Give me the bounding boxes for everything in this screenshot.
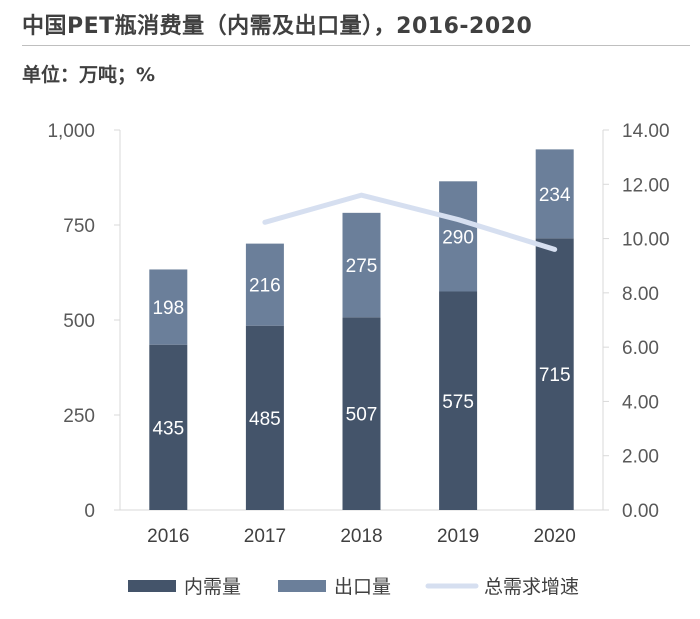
y-tick-label: 500 [63,311,95,332]
title-divider [22,45,690,46]
bar-domestic [245,325,284,510]
y2-tick-label: 14.00 [622,121,670,142]
x-category-label: 2019 [437,526,479,547]
x-category-label: 2020 [534,526,576,547]
bar-export [245,243,284,326]
chart-title: 中国PET瓶消费量（内需及出口量），2016-2020 [22,14,533,39]
x-category-label: 2017 [244,526,286,547]
y2-tick-label: 6.00 [622,338,659,359]
bar-value-label: 435 [152,418,184,439]
bar-value-label: 575 [442,392,474,413]
bar-value-label: 715 [539,365,571,386]
bar-value-label: 234 [539,185,571,206]
y-tick-label: 0 [84,501,95,522]
legend-export-swatch [278,580,326,592]
bar-value-label: 485 [249,409,281,430]
legend-growth-label: 总需求增速 [484,576,579,598]
legend-export-label: 出口量 [334,576,391,598]
y-tick-label: 250 [63,406,95,427]
y-tick-label: 1,000 [47,121,95,142]
bar-value-label: 507 [346,405,378,426]
y2-tick-label: 10.00 [622,230,670,251]
y2-tick-label: 8.00 [622,284,659,305]
bar-value-label: 275 [346,256,378,277]
bar-domestic [439,291,478,510]
x-category-label: 2016 [147,526,189,547]
x-category-label: 2018 [340,526,382,547]
y2-tick-label: 12.00 [622,175,670,196]
bar-export [535,149,574,239]
bar-export [439,181,478,292]
bar-value-label: 216 [249,276,281,297]
y2-tick-label: 0.00 [622,501,659,522]
legend-domestic-swatch [128,580,176,592]
bar-domestic [535,238,574,511]
y2-tick-label: 4.00 [622,392,659,413]
bar-domestic [342,317,381,510]
bar-export [149,269,188,345]
line-total-growth [262,192,558,252]
unit-label: 单位：万吨；% [22,64,156,86]
bar-export [342,212,381,318]
bar-domestic [149,344,188,510]
y-tick-label: 750 [63,216,95,237]
legend-domestic-label: 内需量 [184,576,241,598]
y2-tick-label: 2.00 [622,447,659,468]
bar-value-label: 290 [442,227,474,248]
bar-value-label: 198 [152,298,184,319]
